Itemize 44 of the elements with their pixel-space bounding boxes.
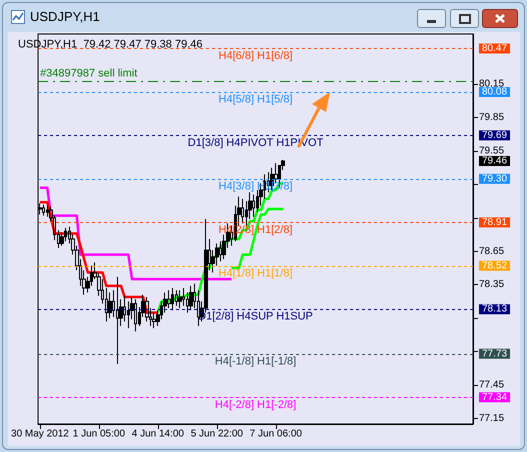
y-tick-label: 79.85 (479, 112, 504, 124)
candlestick (178, 290, 182, 309)
text: 78.91 (482, 216, 508, 228)
ref-line-label: H4[1/8] H1[1/8] (218, 267, 293, 280)
ref-line-label: #34897987 sell limit (40, 67, 138, 80)
ref-line-label: H4[-1/8] H1[-1/8] (214, 355, 296, 368)
text: 79.30 (482, 173, 508, 184)
candlestick (60, 232, 64, 246)
candlestick (175, 290, 178, 306)
x-tick-label: 4 Jun 14:00 (132, 428, 184, 440)
candlestick (42, 204, 45, 216)
candlestick (152, 312, 156, 329)
candlestick (167, 290, 171, 309)
candlestick (189, 285, 193, 311)
ref-line-label: H4[-2/8] H1[-2/8] (214, 398, 296, 411)
candlestick (241, 198, 244, 224)
text: 77.73 (482, 348, 508, 360)
y-tick-label: 79.55 (479, 146, 504, 156)
text: 80.47 (482, 42, 508, 54)
chart-title: USDJPY,H1 (30, 9, 100, 24)
ref-line-label: H4[5/8] H1[5/8] (218, 93, 293, 106)
x-tick-label: 1 Jun 05:00 (72, 428, 126, 440)
candlestick (64, 227, 67, 242)
x-tick-label: 5 Jun 22:00 (190, 428, 244, 440)
x-tick-label: 7 Jun 06:00 (250, 428, 302, 440)
y-tick-label: 78.65 (479, 246, 504, 257)
y-tick-label: 78.35 (479, 279, 504, 290)
ref-line-label: H4[6/8] H1[6/8] (218, 50, 293, 62)
candlestick (134, 298, 137, 332)
candlestick (171, 288, 174, 311)
x-tick-label: 30 May 2012 (10, 428, 70, 440)
candlestick (145, 296, 149, 322)
text: 77.34 (482, 392, 508, 403)
y-tick-label: 77.45 (479, 380, 504, 390)
text: 78.13 (482, 304, 508, 315)
candlestick (116, 276, 119, 364)
candlestick (252, 194, 255, 218)
text: 79.69 (482, 130, 508, 141)
text: 80.08 (482, 86, 508, 98)
candlestick (46, 205, 49, 218)
text: 78.52 (482, 260, 508, 272)
y-tick-label: 77.15 (479, 412, 504, 424)
text: 79.46 (482, 156, 508, 167)
candlestick (108, 292, 112, 319)
